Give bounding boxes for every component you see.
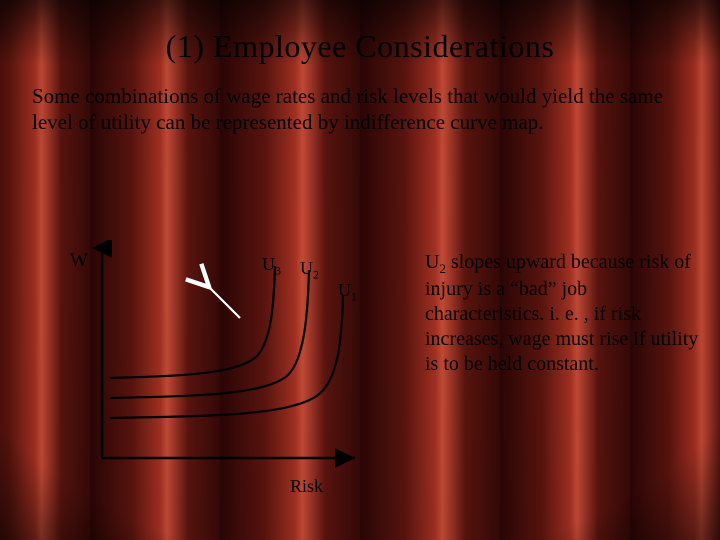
page-title: (1) Employee Considerations bbox=[0, 28, 720, 65]
y-axis-label: W bbox=[70, 250, 88, 272]
indifference-curve-chart: W U1U2U3 Risk bbox=[90, 240, 390, 490]
subtitle-text: Some combinations of wage rates and risk… bbox=[32, 83, 690, 136]
explanation-text: U2 slopes upward because risk of injury … bbox=[425, 250, 700, 377]
x-axis-label: Risk bbox=[290, 476, 323, 497]
curve-label-U3: U3 bbox=[262, 254, 281, 279]
curve-label-U2: U2 bbox=[300, 258, 319, 283]
chart-svg bbox=[90, 240, 390, 490]
curve-U1 bbox=[110, 295, 343, 418]
curve-U3 bbox=[110, 266, 275, 378]
utility-direction-arrow bbox=[206, 284, 240, 318]
curve-label-U1: U1 bbox=[338, 280, 357, 305]
curve-U2 bbox=[110, 270, 309, 398]
